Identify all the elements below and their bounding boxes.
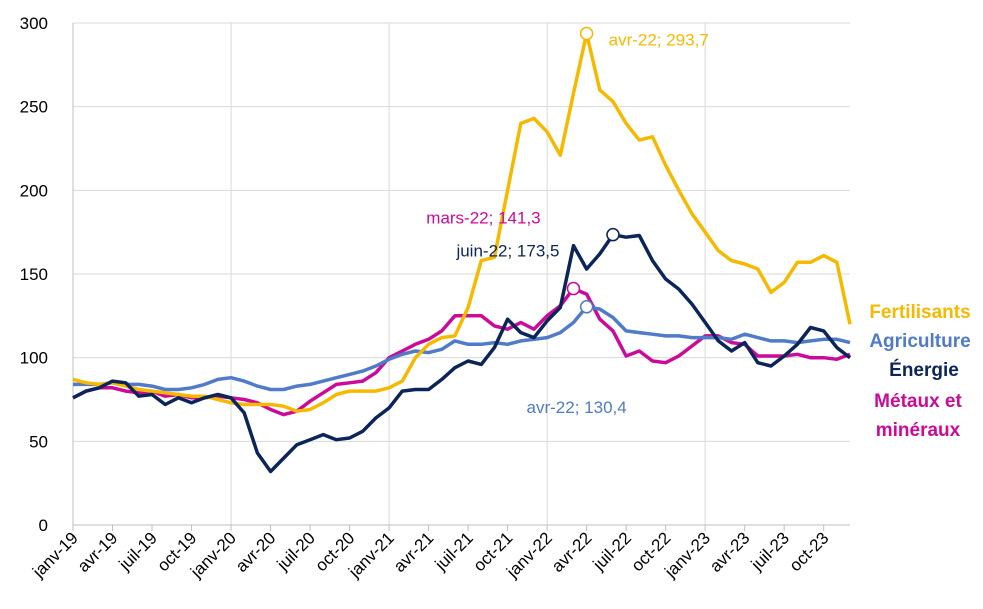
legend-entry: Métaux et minéraux — [874, 391, 962, 441]
annotation: avr-22; 130,4 — [527, 398, 627, 417]
x-tick-label: oct-23 — [786, 528, 833, 575]
y-tick-label: 300 — [20, 14, 48, 33]
x-tick-label: avr-23 — [706, 528, 754, 576]
legend-entry: Agriculture — [869, 331, 971, 352]
annotation: avr-22; 293,7 — [609, 31, 709, 50]
annotation-marker — [579, 26, 594, 41]
y-tick-label: 200 — [20, 181, 48, 200]
annotation-marker — [606, 227, 620, 242]
y-tick-label: 50 — [29, 432, 48, 451]
x-tick-label: avr-20 — [232, 528, 280, 576]
series-line — [72, 232, 852, 474]
x-tick-label: avr-19 — [74, 528, 122, 576]
legend-entry: Fertilisants — [869, 302, 971, 323]
x-tick-label: juil-20 — [273, 528, 319, 574]
x-tick-label: avr-21 — [390, 528, 438, 576]
series-line — [73, 305, 851, 392]
series-line — [72, 31, 852, 413]
legend-entry: Énergie — [889, 360, 959, 381]
annotation: mars-22; 141,3 — [426, 209, 540, 228]
y-tick-label: 250 — [20, 98, 48, 117]
x-tick-label: juil-23 — [747, 528, 793, 574]
y-tick-label: 0 — [39, 516, 48, 535]
x-tick-label: janv-19 — [28, 528, 82, 582]
annotation-marker — [566, 281, 581, 296]
y-tick-label: 100 — [20, 349, 48, 368]
x-tick-label: avr-22 — [548, 528, 596, 576]
x-tick-label: juil-22 — [589, 528, 635, 574]
annotation-marker — [579, 300, 594, 314]
y-tick-label: 150 — [20, 265, 48, 284]
x-tick-label: juil-19 — [115, 528, 161, 574]
annotation: juin-22; 173,5 — [455, 242, 559, 261]
x-tick-label: juil-21 — [431, 528, 477, 574]
